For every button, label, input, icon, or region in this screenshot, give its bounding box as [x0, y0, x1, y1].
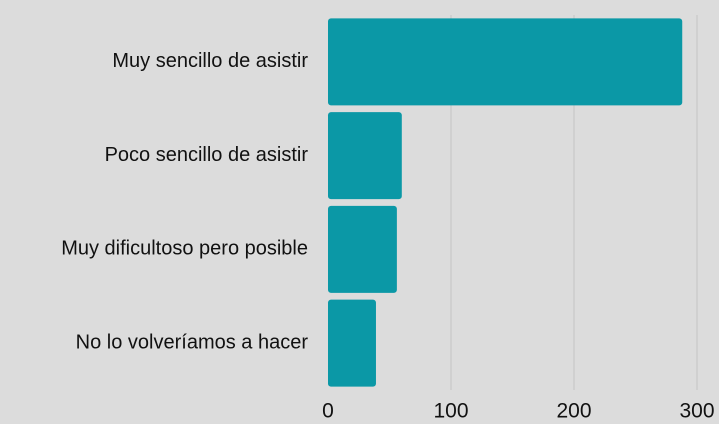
- y-tick-label: Muy sencillo de asistir: [112, 50, 308, 72]
- y-tick-label: Muy dificultoso pero posible: [61, 238, 308, 260]
- x-tick-label: 300: [679, 400, 714, 423]
- x-tick-label: 0: [322, 400, 334, 423]
- x-tick-label: 200: [556, 400, 591, 423]
- bar: [328, 299, 376, 387]
- bar: [328, 112, 402, 200]
- bar: [328, 18, 683, 106]
- y-tick-label: No lo volveríamos a hacer: [76, 331, 309, 353]
- x-tick-label: 100: [433, 400, 468, 423]
- bar: [328, 205, 397, 293]
- y-tick-label: Poco sencillo de asistir: [105, 144, 309, 166]
